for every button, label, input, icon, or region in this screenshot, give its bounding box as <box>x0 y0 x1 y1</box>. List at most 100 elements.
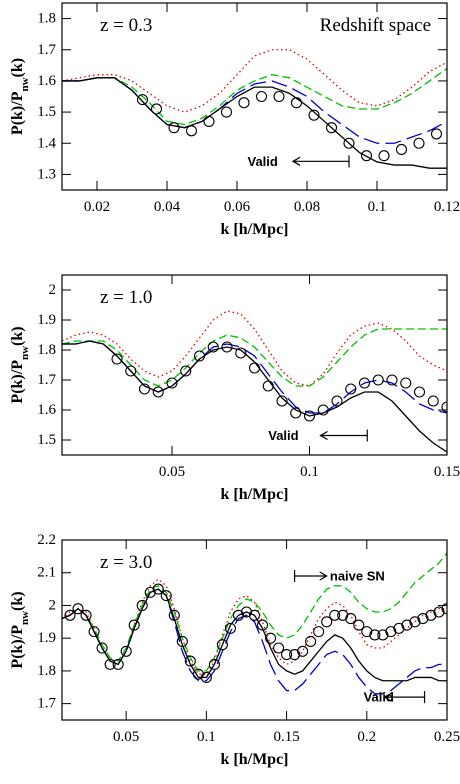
series-line <box>62 67 447 126</box>
data-point <box>80 609 92 621</box>
data-point <box>180 365 192 377</box>
data-point <box>400 377 412 389</box>
y-axis-label-part: (k) <box>9 326 26 346</box>
x-axis-label: k [h/Mpc] <box>221 486 289 503</box>
data-point <box>305 635 317 648</box>
data-point <box>290 407 302 419</box>
data-point <box>168 122 180 134</box>
y-axis-label: P(k)/Pnw(k) <box>9 326 31 403</box>
x-tick-label: 0.1 <box>300 464 319 480</box>
series-line <box>62 578 447 675</box>
y-axis-label-part: nw <box>19 77 31 91</box>
series-line <box>62 588 447 682</box>
y-axis-label-part: P(k)/P <box>9 91 26 135</box>
data-point <box>360 150 373 162</box>
data-point <box>185 125 198 137</box>
data-point <box>303 410 316 422</box>
annotation-arrow <box>319 429 368 442</box>
data-point <box>378 150 390 162</box>
data-point <box>203 115 215 127</box>
data-point <box>176 635 188 648</box>
data-point <box>273 90 285 103</box>
data-point <box>372 374 384 386</box>
data-point <box>290 97 303 109</box>
plot-area <box>62 552 447 695</box>
y-axis-label-part: nw <box>19 346 31 360</box>
data-point <box>273 642 285 654</box>
data-point <box>138 383 151 395</box>
data-point <box>331 395 343 407</box>
data-point <box>120 645 132 657</box>
data-point <box>216 639 228 651</box>
data-point <box>441 603 447 615</box>
data-point <box>255 90 268 103</box>
data-point <box>281 648 293 661</box>
plot-area <box>62 49 447 169</box>
data-point <box>413 137 425 149</box>
annotation: Valid <box>268 428 298 443</box>
data-point <box>224 622 236 634</box>
y-axis-label: P(k)/Pnw(k) <box>9 591 31 668</box>
data-point <box>111 353 123 365</box>
data-point <box>200 671 212 684</box>
data-point <box>343 137 355 149</box>
data-point <box>136 94 149 106</box>
data-point <box>72 603 84 615</box>
data-point <box>325 122 338 134</box>
panel: 1.7 1.8 1.9 2 2.1 2.2 0.05 0.1 0.15 0.2 0.25 k [h/M… <box>9 532 460 768</box>
series-line <box>62 552 447 672</box>
y-tick-label: 1.5 <box>37 104 56 120</box>
data-point <box>64 609 76 621</box>
y-tick-label: 1.4 <box>37 135 56 151</box>
y-tick-label: 2 <box>49 282 57 298</box>
annotation-arrow <box>291 155 350 168</box>
data-point <box>104 658 116 670</box>
y-axis-label-part: nw <box>19 611 31 625</box>
data-point <box>317 404 329 416</box>
data-point <box>128 619 140 631</box>
data-point <box>193 350 206 362</box>
data-point <box>256 619 269 631</box>
x-tick-label: 0.06 <box>224 199 251 215</box>
data-point <box>430 128 443 140</box>
y-tick-label: 1.8 <box>37 11 56 27</box>
data-point <box>321 616 333 628</box>
data-point <box>353 619 365 631</box>
annotation: Valid <box>364 690 394 705</box>
x-tick-label: 0.15 <box>273 729 299 745</box>
data-point <box>152 386 164 398</box>
panel-title: z = 0.3 <box>100 15 152 36</box>
x-tick-label: 0.2 <box>357 729 376 745</box>
y-tick-label: 2.1 <box>37 565 56 581</box>
x-tick-label: 0.04 <box>154 199 181 215</box>
x-tick-label: 0.15 <box>434 464 460 480</box>
data-point <box>413 386 426 398</box>
data-point <box>184 655 196 667</box>
x-tick-label: 0.1 <box>197 729 216 745</box>
series-line <box>62 328 447 387</box>
series-line <box>62 340 447 453</box>
annotation: naive SN <box>330 569 385 584</box>
arrow-head <box>291 156 301 166</box>
data-point <box>308 109 320 121</box>
panel: 1.5 1.6 1.7 1.8 1.9 2 0.05 0.1 0.15 k [h/Mpc] P(k)… <box>9 274 460 503</box>
annotation-arrow <box>294 570 328 582</box>
y-tick-label: 1.8 <box>37 663 56 679</box>
data-point <box>152 583 164 595</box>
x-axis-label: k [h/Mpc] <box>221 221 289 238</box>
series-line <box>62 77 447 169</box>
x-tick-label: 0.1 <box>368 199 387 215</box>
y-axis-label-part: (k) <box>9 591 26 611</box>
panel-title: z = 3.0 <box>100 552 152 573</box>
y-tick-label: 1.6 <box>37 402 56 418</box>
y-tick-label: 1.6 <box>37 73 56 89</box>
y-tick-label: 1.7 <box>37 372 56 388</box>
y-tick-label: 1.8 <box>37 342 56 358</box>
data-point <box>150 103 163 115</box>
arrow-head <box>383 692 392 702</box>
data-point <box>441 401 447 413</box>
y-axis-label-part: (k) <box>9 58 26 78</box>
y-tick-label: 1.3 <box>37 166 56 182</box>
data-point <box>112 658 124 670</box>
data-point <box>264 632 277 644</box>
